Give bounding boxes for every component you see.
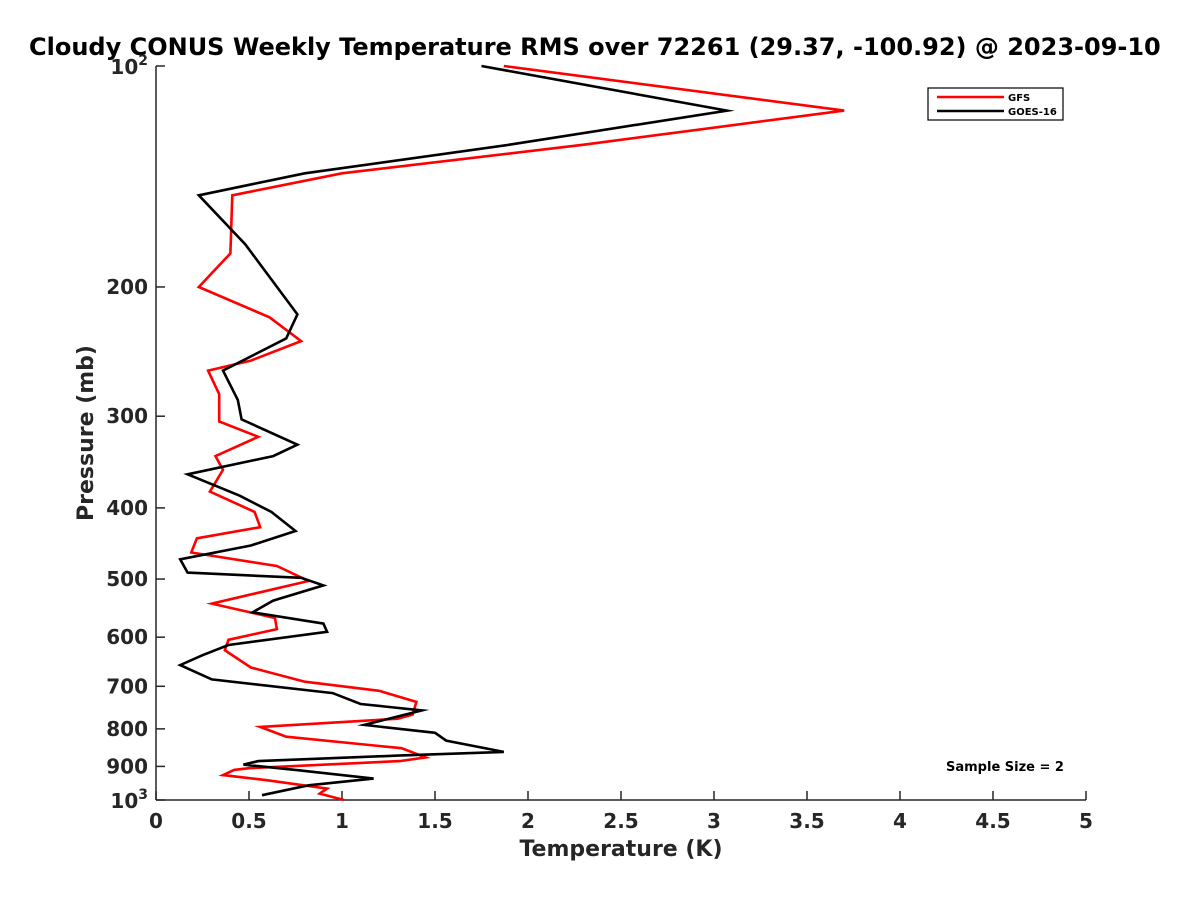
chart-title: Cloudy CONUS Weekly Temperature RMS over… bbox=[29, 33, 1161, 61]
y-tick-label: 200 bbox=[106, 275, 148, 299]
x-tick-label: 1.5 bbox=[417, 809, 452, 833]
plot-area: 0 0.5 1 1.5 2 2.5 3 3.5 4 4.5 5 200 300 400 500 600 700… bbox=[106, 53, 1093, 833]
y-tick-label: 800 bbox=[106, 717, 148, 741]
x-axis-label: Temperature (K) bbox=[519, 837, 722, 862]
x-ticks: 0 0.5 1 1.5 2 2.5 3 3.5 4 4.5 5 bbox=[149, 791, 1093, 833]
legend-box bbox=[927, 87, 1064, 121]
y-tick-label: 900 bbox=[106, 754, 148, 778]
x-tick-label: 4 bbox=[893, 809, 907, 833]
legend-label-goes16: GOES-16 bbox=[1008, 107, 1057, 118]
legend: GFS GOES-16 bbox=[927, 87, 1064, 121]
x-tick-label: 2.5 bbox=[603, 809, 638, 833]
x-tick-label: 4.5 bbox=[975, 809, 1010, 833]
y-edge-tick-label: 103 bbox=[110, 787, 148, 813]
x-tick-label: 0.5 bbox=[231, 809, 266, 833]
x-tick-label: 1 bbox=[335, 809, 349, 833]
y-tick-label: 600 bbox=[106, 625, 148, 649]
y-ticks: 200 300 400 500 600 700 800 900 102 103 bbox=[106, 53, 165, 813]
y-edge-tick-label: 102 bbox=[110, 53, 148, 79]
y-tick-label: 400 bbox=[106, 496, 148, 520]
x-tick-label: 3 bbox=[707, 809, 721, 833]
series-line-goes16 bbox=[177, 64, 735, 797]
y-tick-label: 300 bbox=[106, 404, 148, 428]
y-tick-label: 500 bbox=[106, 567, 148, 591]
x-tick-label: 2 bbox=[521, 809, 535, 833]
x-tick-label: 0 bbox=[149, 809, 163, 833]
series-layer bbox=[177, 64, 845, 802]
sample-size-annotation: Sample Size = 2 bbox=[946, 760, 1064, 775]
x-tick-label: 5 bbox=[1079, 809, 1093, 833]
x-tick-label: 3.5 bbox=[789, 809, 824, 833]
series-line-gfs bbox=[189, 64, 845, 802]
legend-label-gfs: GFS bbox=[1008, 93, 1030, 104]
y-axis-label: Pressure (mb) bbox=[74, 345, 99, 521]
y-tick-label: 700 bbox=[106, 674, 148, 698]
